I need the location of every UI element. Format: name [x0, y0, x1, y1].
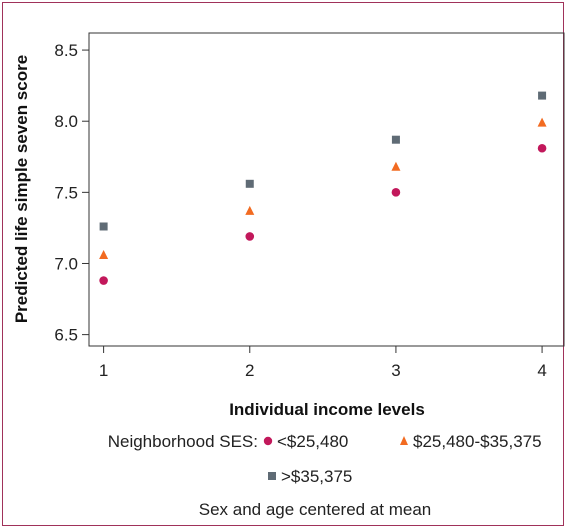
- point-triangle: [391, 161, 401, 171]
- y-tick-label: 6.5: [54, 326, 78, 345]
- legend-title: Neighborhood SES:: [108, 432, 258, 451]
- legend-label-low: <$25,480: [277, 432, 348, 451]
- x-axis-title: Individual income levels: [229, 400, 425, 419]
- legend-marker-circle: [263, 436, 273, 446]
- y-tick-label: 8.0: [54, 112, 78, 131]
- point-circle: [99, 276, 108, 285]
- chart-annotation: Sex and age centered at mean: [199, 500, 432, 519]
- x-tick-label: 2: [245, 361, 254, 380]
- legend-marker-triangle: [400, 436, 408, 445]
- y-tick-label: 8.5: [54, 41, 78, 60]
- point-triangle: [537, 117, 547, 127]
- x-tick-label: 1: [99, 361, 108, 380]
- point-square: [391, 135, 400, 144]
- y-tick-label: 7.0: [54, 254, 78, 273]
- point-square: [99, 222, 108, 231]
- plot-area: [88, 32, 565, 347]
- x-tick-label: 4: [537, 361, 546, 380]
- point-triangle: [245, 205, 255, 215]
- legend-marker-square: [268, 472, 276, 480]
- y-tick-label: 7.5: [54, 183, 78, 202]
- scatter-chart: 6.5 7.0 7.5 8.0 8.5 1 2 3 4 Predicted life simp…: [12, 32, 565, 519]
- data-points: [99, 91, 547, 285]
- legend-label-mid: $25,480-$35,375: [413, 432, 542, 451]
- point-square: [538, 91, 547, 100]
- figure-frame: 6.5 7.0 7.5 8.0 8.5 1 2 3 4 Predicted life simp…: [2, 2, 565, 526]
- point-circle: [537, 143, 547, 153]
- point-circle: [245, 232, 255, 241]
- y-axis-title: Predicted life simple seven score: [12, 55, 31, 323]
- point-square: [245, 179, 254, 188]
- point-triangle: [99, 249, 109, 259]
- legend-label-high: >$35,375: [281, 467, 352, 486]
- point-circle: [391, 188, 401, 197]
- legend: Neighborhood SES: <$25,480 $25,480-$35,3…: [108, 432, 542, 486]
- x-axis: 1 2 3 4: [99, 346, 547, 380]
- x-tick-label: 3: [391, 361, 400, 380]
- y-axis: 6.5 7.0 7.5 8.0 8.5: [54, 41, 89, 345]
